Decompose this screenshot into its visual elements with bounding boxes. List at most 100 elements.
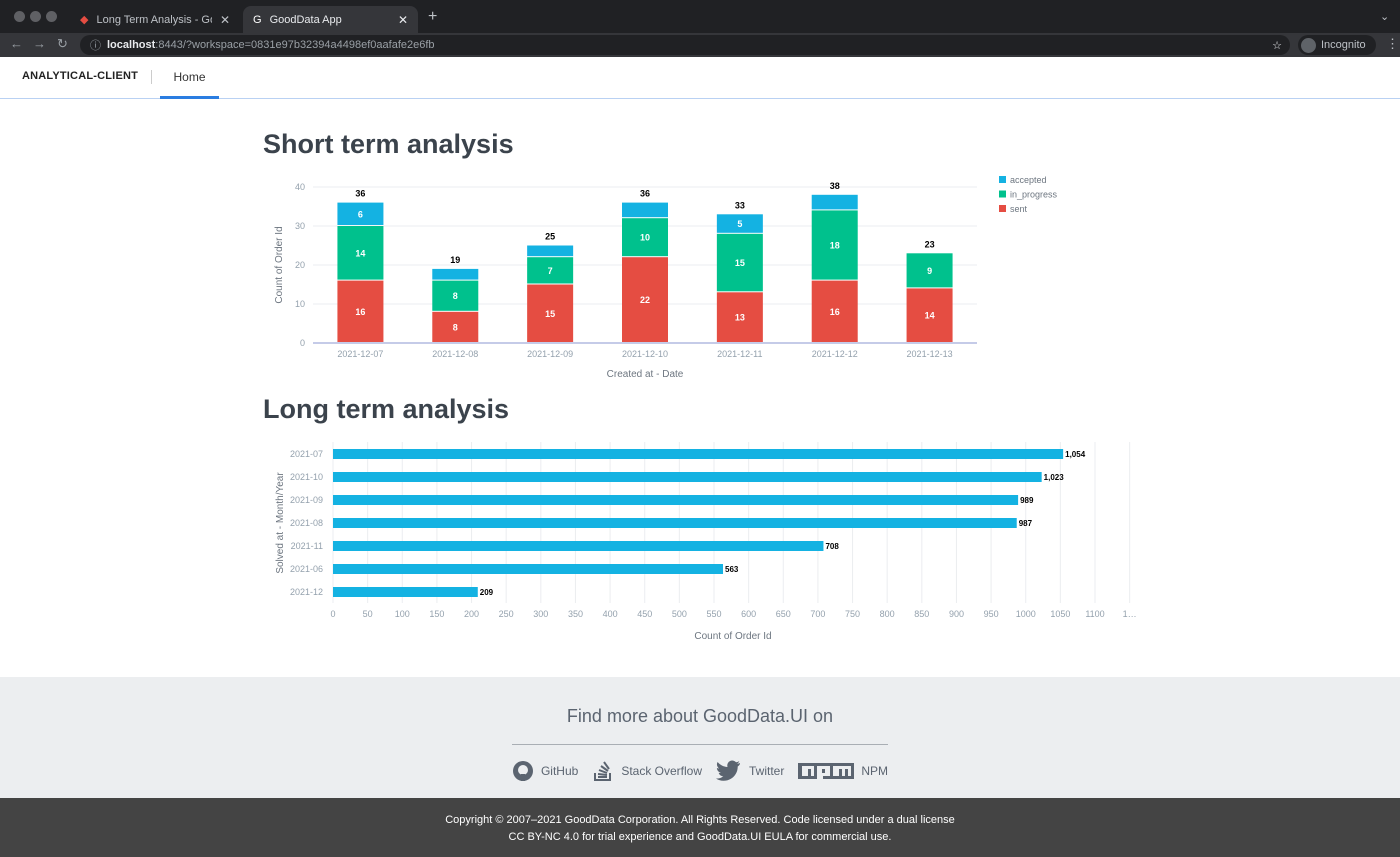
bar-segment-sent: [337, 280, 384, 342]
long-term-title: Long term analysis: [263, 394, 510, 424]
tab-search-chevron-icon[interactable]: ⌄: [1380, 11, 1390, 23]
x-tick-label: 250: [499, 609, 514, 619]
bar: [333, 541, 824, 551]
data-label: 1,023: [1044, 473, 1065, 482]
data-label: 708: [825, 542, 839, 551]
y-tick-label: 2021-10: [290, 472, 323, 482]
long-term-chart: 0 50 100 150 200 250 300 350 400 450 500 550 600 650 7…: [275, 442, 1137, 642]
data-label: 209: [480, 588, 494, 597]
x-tick-label: 2021-12-09: [527, 349, 573, 359]
twitter-link[interactable]: Twitter: [716, 760, 784, 782]
y-tick-label: 40: [295, 182, 305, 192]
data-label: 8: [453, 291, 458, 301]
y-tick-label: 20: [295, 260, 305, 270]
total-label: 36: [640, 189, 650, 199]
npm-label: NPM: [861, 764, 889, 778]
bar-segment-sent: [432, 311, 479, 342]
npm-icon: [798, 763, 855, 779]
y-tick-label: 10: [295, 299, 305, 309]
short-term-chart: 0 10 20 30 40 16 14 6 36 2021-12-07 8 8 19 2021-12-08…: [274, 175, 1058, 380]
gooddata-favicon-icon: G: [253, 13, 262, 26]
bar-segment-accepted: [811, 194, 858, 210]
footer-heading: Find more about GoodData.UI on: [566, 706, 834, 726]
nav-home[interactable]: Home: [160, 57, 219, 99]
x-tick-label: 850: [914, 609, 929, 619]
y-tick-label: 2021-08: [290, 518, 323, 528]
header-divider: [151, 70, 152, 84]
npm-link[interactable]: NPM: [798, 761, 888, 781]
back-button[interactable]: ←: [10, 36, 23, 51]
app-brand[interactable]: ANALYTICAL-CLIENT: [22, 70, 139, 82]
data-label: 989: [1020, 496, 1034, 505]
x-axis-title: Created at - Date: [607, 369, 684, 380]
x-tick-label: 300: [533, 609, 548, 619]
stackoverflow-icon: [594, 761, 612, 781]
forward-button[interactable]: →: [33, 36, 46, 51]
footer-divider: [512, 744, 888, 745]
y-axis-title: Count of Order Id: [274, 226, 285, 303]
bookmark-star-icon[interactable]: ☆: [1272, 39, 1282, 52]
browser-menu-icon[interactable]: ⋮: [1386, 36, 1399, 51]
y-tick-label: 0: [300, 338, 305, 348]
data-label: 10: [640, 233, 650, 243]
x-tick-label: 2021-12-13: [907, 349, 953, 359]
tab-title: GoodData App: [269, 13, 342, 26]
x-tick-label: 800: [880, 609, 895, 619]
x-tick-label: 2021-12-07: [337, 349, 383, 359]
new-tab-button[interactable]: +: [428, 8, 438, 25]
data-label: 16: [355, 307, 365, 317]
incognito-icon: [1301, 37, 1316, 53]
y-tick-label: 2021-12: [290, 587, 323, 597]
app-header: [0, 57, 1400, 99]
data-label: 15: [545, 309, 555, 319]
browser-tab-strip: [0, 0, 1400, 33]
close-tab-icon[interactable]: ✕: [219, 12, 230, 27]
stackoverflow-link[interactable]: Stack Overflow: [592, 760, 702, 782]
data-label: 16: [830, 307, 840, 317]
data-label: 563: [725, 565, 739, 574]
github-link[interactable]: GitHub: [512, 760, 578, 782]
y-tick-label: 2021-07: [290, 449, 323, 459]
window-close-button[interactable]: [14, 11, 25, 22]
browser-tab-gooddata-app[interactable]: G GoodData App ✕: [243, 6, 418, 33]
data-label: 7: [548, 266, 553, 276]
tab-title: Long Term Analysis - GoodDat: [96, 13, 211, 26]
x-tick-label: 200: [464, 609, 479, 619]
address-bar[interactable]: ⓘ localhost:8443/?workspace=0831e97b3239…: [80, 35, 1290, 55]
x-axis-title: Count of Order Id: [694, 631, 771, 642]
legend-item-sent: sent: [1010, 204, 1028, 214]
x-tick-label: 900: [949, 609, 964, 619]
data-label: 8: [453, 322, 458, 332]
incognito-profile-button[interactable]: Incognito: [1298, 35, 1376, 55]
bar: [333, 495, 1019, 505]
x-tick-label: 450: [637, 609, 652, 619]
url-path: :8443/?workspace=0831e97b32394a4498ef0aa…: [155, 39, 435, 51]
copyright-line-1: Copyright © 2007–2021 GoodData Corporati…: [445, 814, 955, 826]
bar-segment-sent: [527, 284, 574, 342]
browser-tab-long-term[interactable]: ◆ Long Term Analysis - GoodDat ✕: [70, 6, 240, 33]
window-zoom-button[interactable]: [46, 11, 57, 22]
bar-segment-accepted: [622, 202, 668, 218]
reload-button[interactable]: ↻: [57, 36, 68, 51]
bar-segment-accepted: [527, 245, 574, 257]
bar: [333, 472, 1042, 482]
close-tab-icon[interactable]: ✕: [397, 12, 408, 27]
site-info-icon[interactable]: ⓘ: [90, 40, 101, 52]
profile-label: Incognito: [1321, 39, 1366, 51]
total-label: 33: [735, 200, 745, 210]
x-tick-label: 100: [395, 609, 410, 619]
legend-item-in_progress: in_progress: [1010, 190, 1058, 200]
bar-segment-accepted: [716, 214, 763, 233]
twitter-label: Twitter: [749, 764, 785, 778]
x-tick-label: 1100: [1085, 609, 1104, 619]
stackoverflow-label: Stack Overflow: [621, 764, 703, 778]
x-tick-label: 500: [672, 609, 687, 619]
window-minimize-button[interactable]: [30, 11, 41, 22]
bar-segment-in_progress: [527, 257, 574, 284]
bar-segment-in_progress: [432, 280, 479, 311]
x-tick-label: 400: [603, 609, 618, 619]
short-term-title: Short term analysis: [263, 129, 514, 159]
copyright-line-2: CC BY-NC 4.0 for trial experience and Go…: [508, 831, 892, 843]
total-label: 25: [545, 232, 555, 242]
legend-item-accepted: accepted: [1010, 175, 1047, 185]
